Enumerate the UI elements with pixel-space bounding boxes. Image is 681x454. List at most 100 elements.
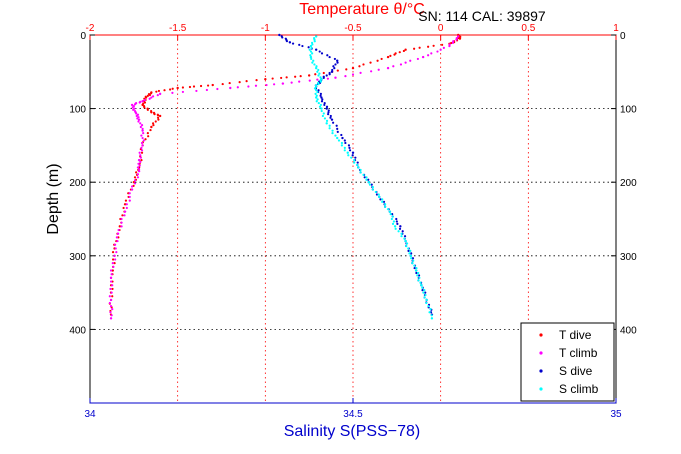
data-point (326, 77, 329, 80)
legend-label: T climb (559, 346, 598, 360)
data-point (395, 220, 398, 223)
data-point (319, 94, 322, 97)
data-point (320, 96, 323, 99)
data-point (307, 46, 310, 49)
series-layer (108, 33, 462, 320)
data-point (325, 119, 329, 122)
data-point (340, 133, 343, 137)
temperature-tick-label: 0 (438, 23, 444, 34)
data-point (323, 101, 326, 105)
data-point (114, 243, 117, 246)
data-point (116, 239, 119, 243)
data-point (169, 88, 172, 91)
data-point (359, 71, 362, 75)
data-point (327, 113, 330, 116)
data-point (457, 35, 460, 38)
data-point (343, 149, 346, 152)
data-point (334, 76, 337, 79)
depth-tick-label: 100 (620, 105, 637, 116)
data-point (334, 63, 337, 66)
data-point (128, 195, 131, 199)
data-point (308, 48, 311, 51)
data-point (333, 57, 337, 61)
data-point (323, 103, 326, 107)
data-point (374, 190, 377, 194)
data-point (108, 295, 111, 298)
data-point (116, 232, 120, 235)
data-point (396, 222, 399, 226)
data-point (195, 89, 198, 93)
data-point (158, 92, 162, 96)
data-point (211, 83, 214, 87)
data-point (395, 217, 398, 221)
data-point (386, 208, 390, 211)
data-point (402, 49, 405, 53)
data-point (108, 301, 111, 305)
data-point (393, 53, 396, 56)
data-point (199, 84, 203, 88)
data-point (314, 66, 318, 70)
data-point (371, 186, 374, 189)
data-point (135, 101, 138, 105)
data-point (379, 198, 382, 201)
data-point (113, 262, 116, 265)
data-point (157, 118, 160, 121)
data-point (316, 78, 319, 81)
depth-ticks: 0 0 100 100 200 200 300 300 400 400 (69, 31, 637, 336)
data-point (325, 74, 328, 77)
data-point (151, 95, 155, 98)
data-point (141, 129, 144, 132)
legend-label: S climb (559, 382, 599, 396)
data-point (140, 151, 144, 154)
data-point (111, 287, 114, 291)
data-point (238, 81, 241, 84)
data-point (322, 71, 325, 75)
data-point (404, 48, 407, 51)
data-point (329, 114, 332, 118)
data-point (347, 154, 350, 157)
data-point (397, 230, 400, 233)
data-point (413, 264, 416, 267)
data-point (137, 162, 140, 165)
data-point (336, 61, 339, 64)
data-point (415, 266, 418, 270)
depth-tick-label: 200 (620, 178, 637, 189)
data-point (140, 146, 143, 149)
data-point (321, 98, 324, 101)
data-point (140, 124, 144, 127)
data-point (331, 132, 334, 135)
data-point (332, 121, 335, 124)
data-point (310, 41, 314, 44)
data-point (110, 273, 113, 276)
data-point (138, 151, 141, 154)
data-point (351, 73, 355, 76)
data-point (425, 298, 428, 302)
legend-marker (539, 333, 543, 337)
data-point (405, 242, 409, 245)
depth-tick-label: 200 (69, 178, 86, 189)
data-point (128, 192, 131, 195)
data-point (412, 259, 415, 262)
data-point (118, 225, 122, 228)
data-point (458, 37, 462, 40)
data-point (353, 159, 356, 162)
data-point (111, 258, 115, 261)
data-point (320, 109, 323, 113)
data-point (319, 76, 322, 79)
data-point (137, 169, 141, 173)
data-point (365, 176, 368, 179)
data-point (291, 42, 295, 45)
data-point (135, 171, 138, 174)
data-point (334, 134, 337, 137)
data-point (138, 164, 141, 167)
data-point (307, 74, 311, 77)
data-point (389, 212, 392, 216)
data-point (400, 235, 403, 238)
data-point (410, 257, 413, 260)
data-point (367, 178, 370, 181)
data-point (439, 48, 442, 51)
data-point (109, 311, 112, 314)
legend: T dive T climb S dive S climb (520, 322, 615, 402)
data-point (320, 52, 324, 55)
data-point (176, 86, 179, 90)
